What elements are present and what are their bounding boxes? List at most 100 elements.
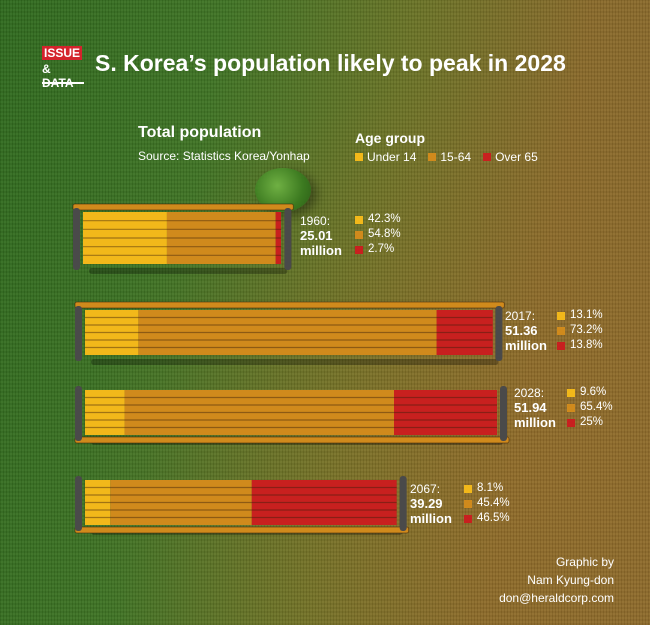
bar-segment-1960-2 <box>275 212 281 264</box>
population-value-2028: 51.94 <box>514 400 547 415</box>
share-row: 25% <box>567 416 613 429</box>
share-under-14-2017: 13.1% <box>570 309 603 321</box>
bench-shadow-2017 <box>91 359 499 365</box>
year-label-2067: 2067: <box>410 482 441 496</box>
chart-title: S. Korea’s population likely to peak in … <box>95 50 566 76</box>
swatch-15-64 <box>464 499 472 508</box>
annotation-1960: 1960: 25.01 million <box>300 214 342 258</box>
population-value-1960: 25.01 <box>300 228 333 243</box>
swatch-15-64 <box>567 403 575 412</box>
bar-segment-1960-0 <box>83 212 167 264</box>
bar-segment-2017-1 <box>138 310 437 355</box>
bar-segment-2067-1 <box>110 480 252 525</box>
shares-1960: 42.3% 54.8% 2.7% <box>355 213 401 256</box>
swatch-under-14 <box>567 388 575 397</box>
bar-segment-2028-1 <box>124 390 394 435</box>
shares-2067: 8.1% 45.4% 46.5% <box>464 482 510 525</box>
issue-data-badge: ISSUE & DATA <box>42 46 84 90</box>
share-over-65-2028: 25% <box>580 416 604 428</box>
legend-item-under-14: Under 14 <box>355 150 416 164</box>
bench-frame-right-2067 <box>399 476 407 531</box>
credit: Graphic by Nam Kyung-don don@heraldcorp.… <box>499 553 614 607</box>
share-row: 54.8% <box>355 228 401 241</box>
share-row: 45.4% <box>464 497 510 510</box>
bench-frame-right-2028 <box>500 386 507 441</box>
legend-label-over-65: Over 65 <box>495 150 538 164</box>
share-row: 2.7% <box>355 243 401 256</box>
year-label-1960: 1960: <box>300 214 331 228</box>
legend-swatch-under-14 <box>355 153 363 161</box>
credit-author: Nam Kyung-don <box>527 573 614 587</box>
share-row: 13.1% <box>557 309 603 322</box>
population-value-2017: 51.36 <box>505 323 538 338</box>
bench-frame-left-2017 <box>75 306 82 361</box>
share-under-14-2028: 9.6% <box>580 386 607 398</box>
swatch-over-65 <box>355 245 363 254</box>
annotation-2028: 2028: 51.94 million <box>514 386 556 430</box>
annotation-2017: 2017: 51.36 million <box>505 309 547 353</box>
share-under-14-2067: 8.1% <box>477 482 504 494</box>
share-row: 73.2% <box>557 324 603 337</box>
share-under-14-1960: 42.3% <box>368 213 401 225</box>
swatch-over-65 <box>557 341 565 350</box>
bar-segment-2067-2 <box>251 480 397 525</box>
legend-swatch-over-65 <box>483 153 492 161</box>
share-row: 46.5% <box>464 512 510 525</box>
share-15-64-1960: 54.8% <box>368 228 401 240</box>
bar-segment-1960-1 <box>166 212 276 264</box>
legend-title: Age group <box>355 130 425 146</box>
badge-line-1: ISSUE <box>42 46 83 60</box>
bar-segment-2017-0 <box>85 310 139 355</box>
share-over-65-2067: 46.5% <box>477 512 510 524</box>
legend-item-15-64: 15-64 <box>428 150 471 164</box>
bench-rail-2067 <box>74 526 410 534</box>
total-population-heading: Total population <box>138 124 262 141</box>
legend: Under 14 15-64 Over 65 <box>355 150 538 164</box>
share-over-65-2017: 13.8% <box>570 339 603 351</box>
population-value-2067: 39.29 <box>410 496 443 511</box>
swatch-over-65 <box>567 418 575 427</box>
bar-segment-2028-0 <box>85 390 125 435</box>
bench-frame-left-1960 <box>73 208 80 270</box>
share-row: 8.1% <box>464 482 510 495</box>
swatch-under-14 <box>557 311 565 320</box>
source-note: Source: Statistics Korea/Yonhap <box>138 149 310 163</box>
bench-rail-2017 <box>74 301 505 309</box>
swatch-under-14 <box>464 484 472 493</box>
share-row: 13.8% <box>557 339 603 352</box>
shares-2017: 13.1% 73.2% 13.8% <box>557 309 603 352</box>
legend-swatch-15-64 <box>428 153 437 161</box>
credit-email: don@heraldcorp.com <box>499 591 614 605</box>
bar-segment-2017-2 <box>436 310 493 355</box>
share-over-65-1960: 2.7% <box>368 243 395 255</box>
year-label-2028: 2028: <box>514 386 545 400</box>
swatch-under-14 <box>355 215 363 224</box>
population-unit-1960: million <box>300 243 342 258</box>
badge-rule <box>42 82 84 84</box>
bench-frame-right-2017 <box>495 306 503 361</box>
credit-line-1: Graphic by <box>555 555 614 569</box>
bench-frame-right-1960 <box>284 208 292 270</box>
population-unit-2028: million <box>514 415 556 430</box>
annotation-2067: 2067: 39.29 million <box>410 482 452 526</box>
year-label-2017: 2017: <box>505 309 536 323</box>
bench-rail-1960 <box>72 203 294 211</box>
swatch-over-65 <box>464 514 472 523</box>
share-row: 9.6% <box>567 386 613 399</box>
legend-label-under-14: Under 14 <box>367 150 417 164</box>
population-unit-2017: million <box>505 338 547 353</box>
bar-segment-2067-0 <box>85 480 111 525</box>
share-15-64-2067: 45.4% <box>477 497 510 509</box>
bench-frame-left-2028 <box>75 386 82 441</box>
bench-rail-2028 <box>74 436 510 444</box>
legend-item-over-65: Over 65 <box>483 150 538 164</box>
share-15-64-2017: 73.2% <box>570 324 603 336</box>
shares-2028: 9.6% 65.4% 25% <box>567 386 613 429</box>
share-row: 42.3% <box>355 213 401 226</box>
swatch-15-64 <box>557 326 565 335</box>
bench-frame-left-2067 <box>75 476 82 531</box>
bench-shadow-1960 <box>89 268 288 274</box>
share-15-64-2028: 65.4% <box>580 401 613 413</box>
bar-segment-2028-2 <box>394 390 497 435</box>
